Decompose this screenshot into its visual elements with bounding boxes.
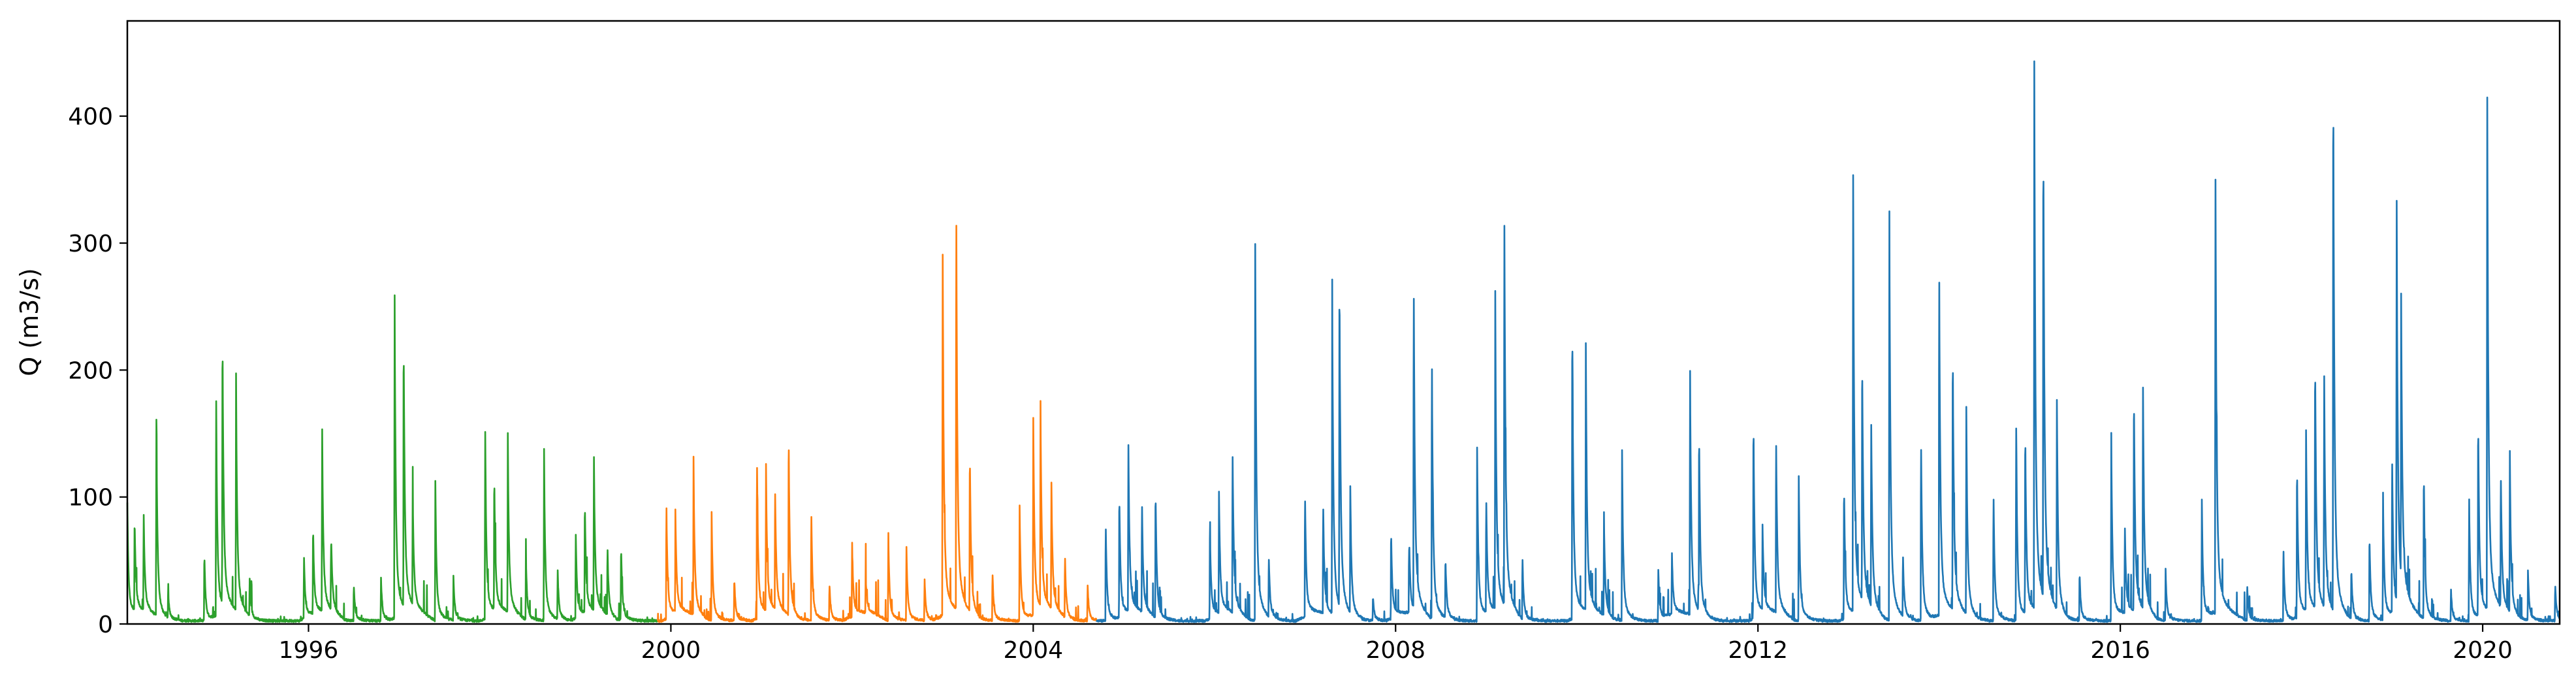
y-tick-label: 400 — [68, 104, 113, 131]
x-tick-label: 2000 — [641, 637, 701, 664]
x-tick-label: 2012 — [1728, 637, 1788, 664]
x-tick-label: 2020 — [2453, 637, 2513, 664]
y-tick-label: 100 — [68, 485, 113, 512]
y-tick-label: 200 — [68, 357, 113, 384]
x-tick-label: 2008 — [1365, 637, 1425, 664]
plot-frame — [126, 20, 2561, 625]
series-2-line — [656, 225, 1098, 623]
y-axis: 0 100 200 300 400 — [68, 104, 127, 638]
y-axis-label: Q (m3/s) — [15, 268, 44, 376]
series-1-line — [126, 294, 658, 623]
x-axis: 1996 2000 2004 2008 2012 2016 2020 — [279, 624, 2513, 664]
y-tick-label: 300 — [68, 231, 113, 257]
x-tick-label: 2004 — [1004, 637, 1064, 664]
x-tick-label: 2016 — [2090, 637, 2150, 664]
series-layer — [126, 60, 2560, 623]
y-tick-label: 0 — [98, 612, 113, 638]
x-tick-label: 1996 — [279, 637, 339, 664]
series-3-line — [1096, 60, 2560, 623]
